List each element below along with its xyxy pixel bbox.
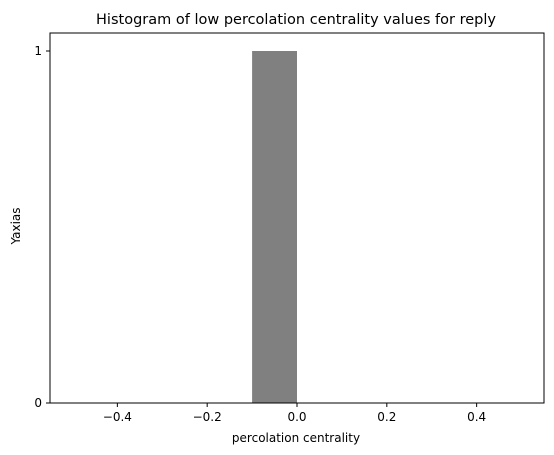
bars-group bbox=[252, 51, 297, 403]
x-tick-label: −0.4 bbox=[103, 410, 132, 424]
x-tick-label: 0.2 bbox=[377, 410, 396, 424]
x-tick-label: 0.4 bbox=[467, 410, 486, 424]
y-tick-label: 0 bbox=[34, 396, 42, 410]
x-tick-label: 0.0 bbox=[287, 410, 306, 424]
x-axis-ticks: −0.4 −0.2 0.0 0.2 0.4 bbox=[103, 403, 486, 424]
y-axis-ticks: 01 bbox=[34, 44, 50, 410]
y-tick-label: 1 bbox=[34, 44, 42, 58]
x-tick-label: −0.2 bbox=[193, 410, 222, 424]
chart-title: Histogram of low percolation centrality … bbox=[96, 12, 496, 28]
histogram-bar bbox=[252, 51, 297, 403]
y-axis-label: Yaxias bbox=[9, 207, 23, 245]
x-axis-label: percolation centrality bbox=[232, 431, 360, 445]
